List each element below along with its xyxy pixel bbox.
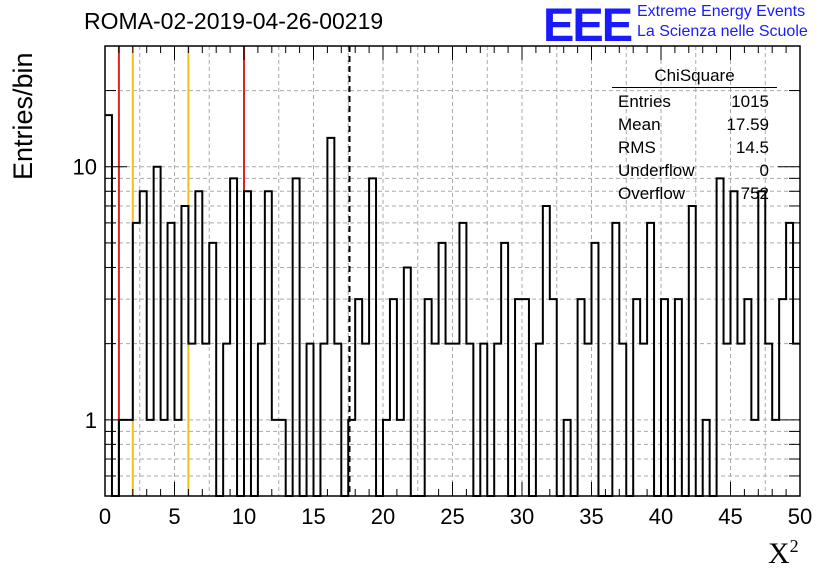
x-tick-label: 10 — [232, 504, 256, 529]
x-tick-label: 25 — [440, 504, 464, 529]
stats-row-overflow: Overflow 752 — [618, 184, 769, 203]
x-axis-label: X2 — [768, 536, 799, 570]
stats-row-underflow: Underflow 0 — [618, 161, 769, 180]
stats-row-rms: RMS 14.5 — [618, 138, 769, 157]
x-tick-label: 50 — [788, 504, 812, 529]
x-tick-label: 45 — [718, 504, 742, 529]
x-tick-label: 35 — [579, 504, 603, 529]
stats-title: ChiSquare — [612, 66, 777, 88]
axis-tick-labels: 0 5 10 15 20 25 30 35 40 45 50 1 10 — [73, 155, 813, 529]
x-tick-label: 30 — [510, 504, 534, 529]
y-tick-label: 10 — [73, 155, 97, 180]
axis-ticks — [104, 46, 801, 496]
stats-row-mean: Mean 17.59 — [618, 115, 769, 134]
x-tick-label: 15 — [301, 504, 325, 529]
x-tick-label: 0 — [99, 504, 111, 529]
eee-logo: EEE — [543, 0, 633, 51]
chart-title: ROMA-02-2019-04-26-00219 — [84, 8, 384, 34]
stats-box: ChiSquare Entries 1015 Mean 17.59 RMS 14.5 … — [612, 66, 777, 205]
y-axis-label: Entries/bin — [8, 52, 38, 180]
y-tick-label: 1 — [85, 408, 97, 433]
logo-caption-2: La Scienza nelle Scuole — [637, 23, 808, 40]
x-tick-label: 5 — [168, 504, 180, 529]
logo-caption-1: Extreme Energy Events — [637, 3, 806, 20]
x-tick-label: 20 — [371, 504, 395, 529]
stats-row-entries: Entries 1015 — [618, 92, 769, 111]
x-tick-label: 40 — [649, 504, 673, 529]
